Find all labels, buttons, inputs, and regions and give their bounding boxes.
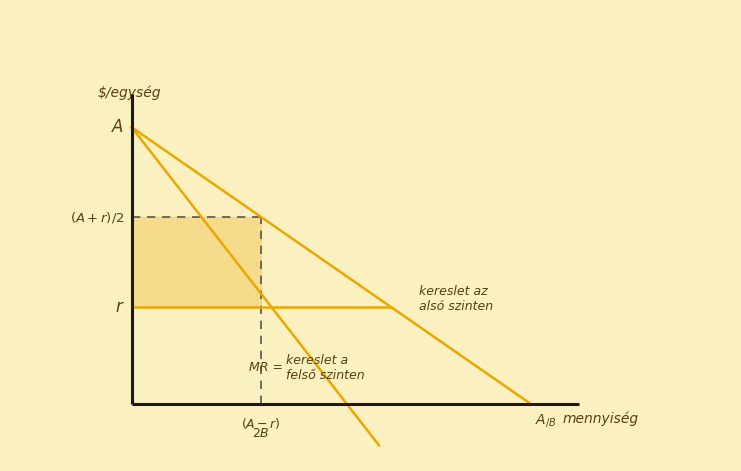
Text: $2B$: $2B$ bbox=[253, 427, 270, 440]
Text: $/egység: $/egység bbox=[97, 85, 161, 99]
Text: $(A - r)$: $(A - r)$ bbox=[242, 416, 281, 431]
Text: kereslet az
alsó szinten: kereslet az alsó szinten bbox=[419, 284, 493, 313]
Text: kereslet a
felső szinten: kereslet a felső szinten bbox=[285, 354, 365, 382]
Text: $(A + r)/2$: $(A + r)/2$ bbox=[70, 210, 124, 225]
Text: $A$: $A$ bbox=[111, 118, 124, 136]
Text: mennyiség: mennyiség bbox=[562, 412, 639, 426]
Polygon shape bbox=[132, 217, 262, 307]
Text: MR =: MR = bbox=[249, 361, 283, 374]
Text: $A_{/B}$: $A_{/B}$ bbox=[536, 412, 557, 429]
Text: $r$: $r$ bbox=[115, 298, 124, 316]
